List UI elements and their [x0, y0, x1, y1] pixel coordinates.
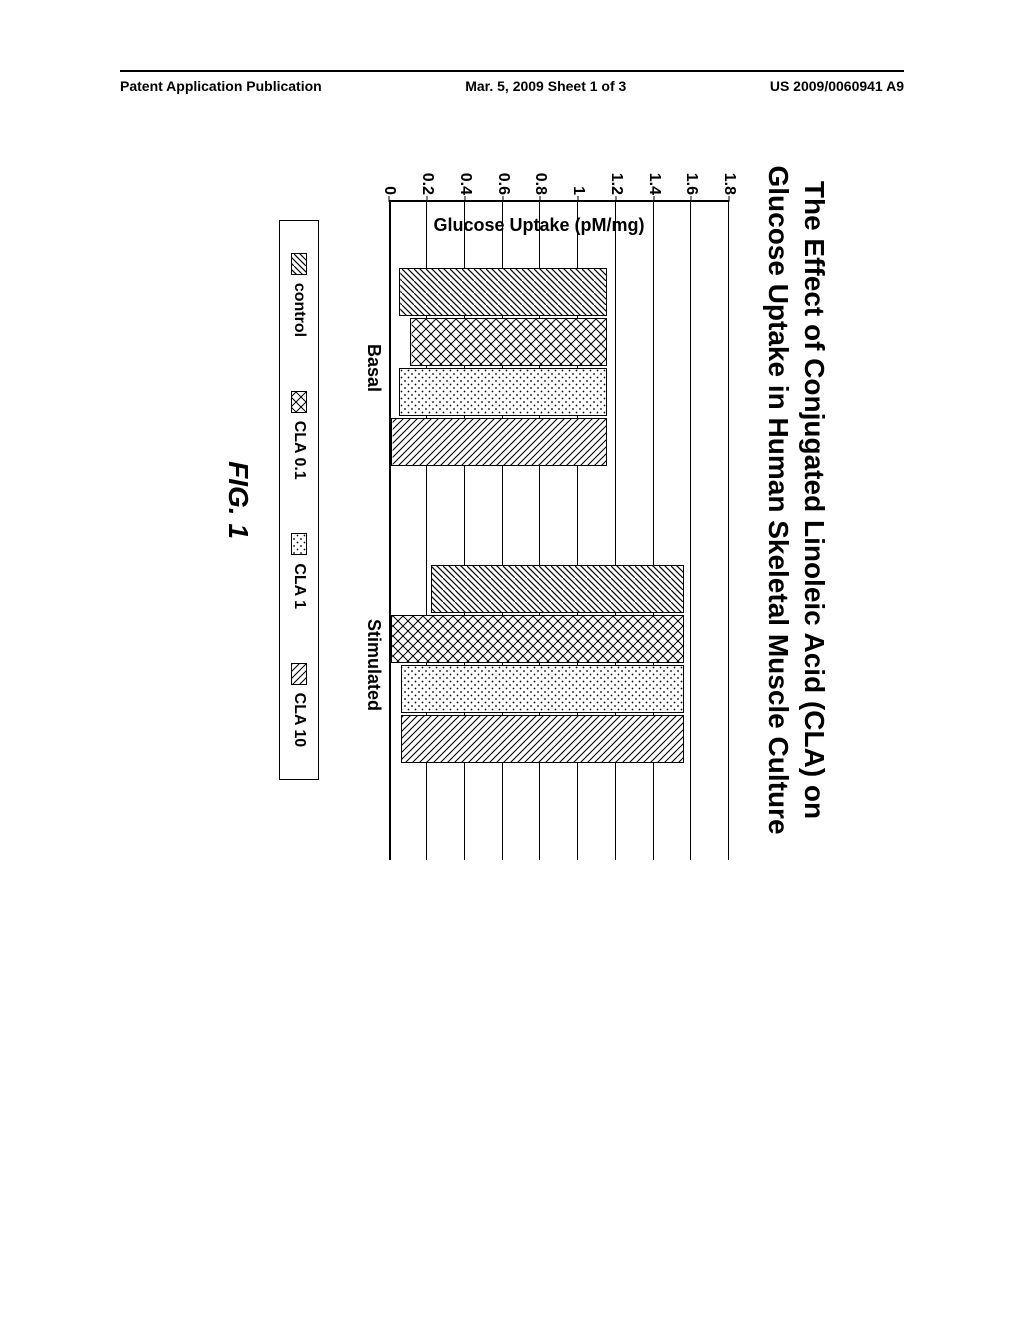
bar [431, 565, 684, 613]
y-tick-label: 0 [380, 165, 398, 195]
legend-item: control [290, 253, 308, 337]
y-tick-label: 1 [569, 165, 587, 195]
figure-label: FIG. 1 [222, 20, 254, 980]
legend: control CLA 0.1 CLA 1 CLA 10 [279, 220, 319, 780]
chart-area: Glucose Uptake (pM/mg) BasalStimulated 0… [349, 140, 729, 860]
bar [391, 615, 684, 663]
y-tick-mark [540, 196, 541, 202]
legend-label: control [290, 283, 308, 337]
y-tick-label: 1.4 [645, 165, 663, 195]
bar [391, 418, 606, 466]
y-tick-mark [653, 196, 654, 202]
legend-swatch [291, 253, 307, 275]
bar [401, 665, 684, 713]
bar [401, 715, 684, 763]
bar-group [391, 565, 684, 763]
legend-swatch [291, 391, 307, 413]
legend-swatch [291, 663, 307, 685]
y-tick-mark [389, 196, 390, 202]
legend-item: CLA 0.1 [290, 391, 308, 480]
y-tick-mark [729, 196, 730, 202]
y-tick-mark [464, 196, 465, 202]
legend-item: CLA 10 [290, 663, 308, 748]
y-tick-mark [502, 196, 503, 202]
legend-item: CLA 1 [290, 533, 308, 609]
bar [399, 368, 607, 416]
bar [399, 268, 607, 316]
legend-label: CLA 1 [290, 563, 308, 609]
gridline [728, 202, 729, 860]
y-tick-mark [578, 196, 579, 202]
x-tick-label: Stimulated [363, 619, 384, 711]
plot-region: BasalStimulated [389, 200, 729, 860]
legend-label: CLA 10 [290, 693, 308, 748]
y-tick-mark [691, 196, 692, 202]
chart-title: The Effect of Conjugated Linoleic Acid (… [759, 20, 832, 980]
x-tick-label: Basal [363, 344, 384, 392]
bar [410, 318, 606, 366]
y-tick-label: 1.2 [607, 165, 625, 195]
legend-swatch [291, 533, 307, 555]
y-tick-label: 1.8 [720, 165, 738, 195]
chart-title-line2: Glucose Uptake in Human Skeletal Muscle … [759, 20, 795, 980]
bar-group [391, 268, 606, 466]
y-tick-label: 0.4 [456, 165, 474, 195]
y-tick-mark [615, 196, 616, 202]
y-tick-label: 0.6 [494, 165, 512, 195]
y-tick-label: 1.6 [682, 165, 700, 195]
chart-title-line1: The Effect of Conjugated Linoleic Acid (… [796, 20, 832, 980]
y-tick-label: 0.2 [418, 165, 436, 195]
legend-label: CLA 0.1 [290, 421, 308, 480]
figure-content: The Effect of Conjugated Linoleic Acid (… [192, 20, 832, 980]
y-tick-label: 0.8 [531, 165, 549, 195]
gridline [690, 202, 691, 860]
y-tick-mark [427, 196, 428, 202]
